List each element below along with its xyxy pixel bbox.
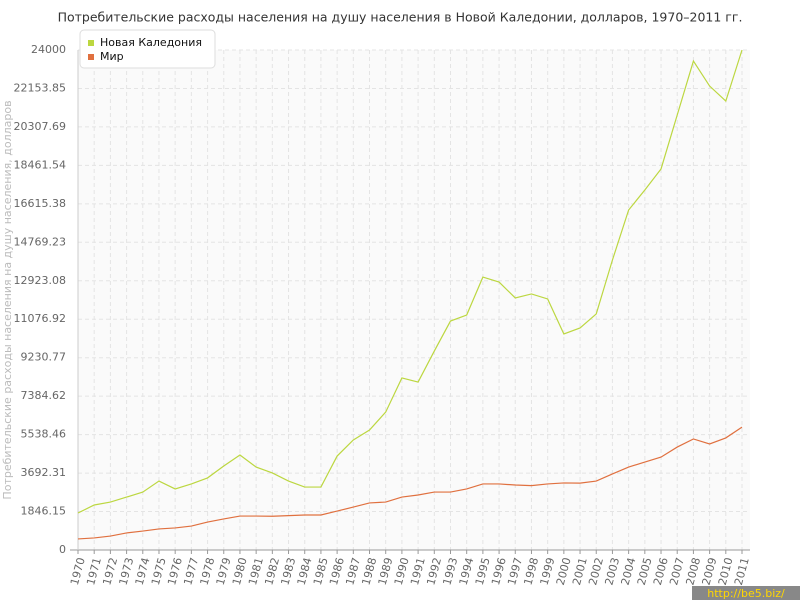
series-line (77, 49, 743, 514)
y-tick-label: 16615.38 (14, 197, 67, 210)
series-line (77, 426, 743, 540)
plot-area (78, 50, 750, 550)
y-tick-label: 5538.46 (21, 428, 67, 441)
legend-label: Новая Каледония (100, 36, 202, 49)
legend-swatch (88, 54, 94, 60)
y-tick-label: 24000 (31, 43, 66, 56)
y-tick-label: 20307.69 (14, 120, 67, 133)
y-tick-label: 7384.62 (21, 389, 67, 402)
y-tick-label: 1846.15 (21, 505, 67, 518)
watermark: http://be5.biz/ (707, 587, 785, 600)
chart-title: Потребительские расходы населения на душ… (58, 10, 743, 25)
y-tick-label: 18461.54 (14, 158, 67, 171)
y-tick-label: 22153.85 (14, 81, 67, 94)
legend-box (79, 29, 216, 69)
y-tick-label: 0 (59, 543, 66, 556)
y-tick-label: 9230.77 (21, 351, 67, 364)
y-axis-label: Потребительские расходы населения на душ… (1, 100, 14, 499)
y-tick-label: 11076.92 (14, 312, 67, 325)
legend-label: Мир (100, 50, 124, 63)
y-tick-label: 12923.08 (14, 274, 67, 287)
y-tick-label: 3692.31 (21, 466, 67, 479)
legend-swatch (88, 40, 94, 46)
watermark-bg (692, 586, 800, 600)
y-tick-label: 14769.23 (14, 235, 67, 248)
